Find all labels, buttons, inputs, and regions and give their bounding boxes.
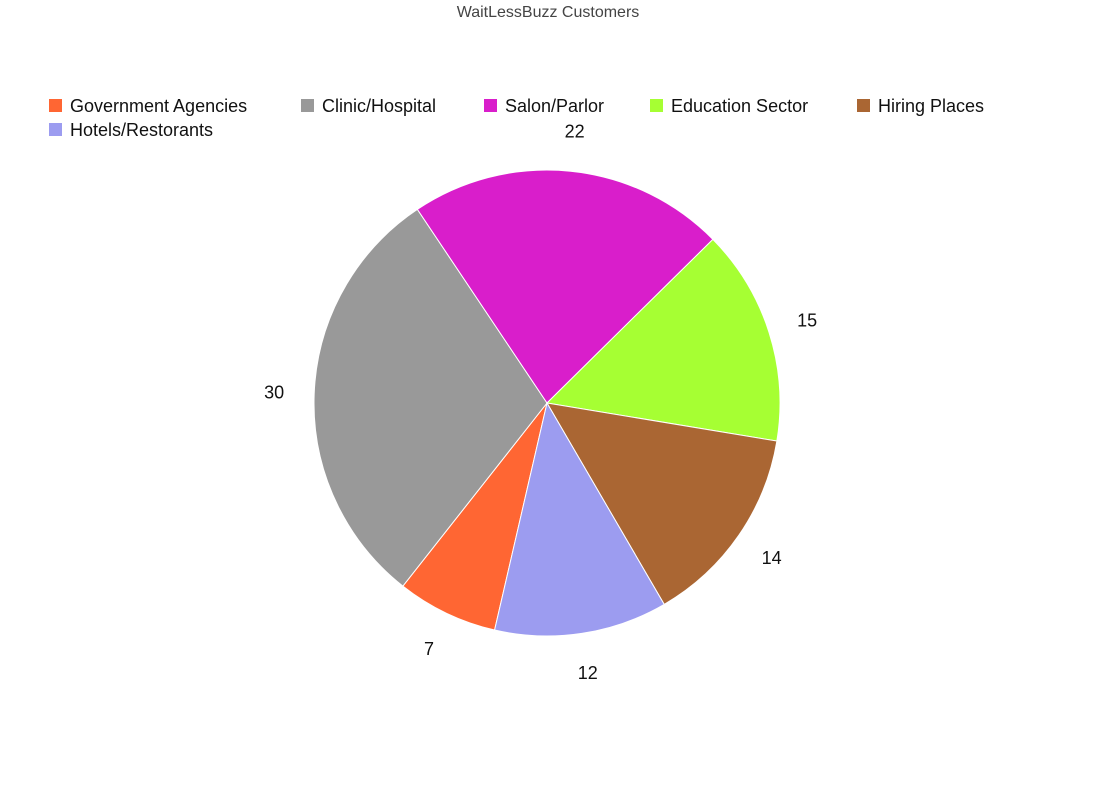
pie-slice-salon-parlor <box>416 169 714 404</box>
chart-title: WaitLessBuzz Customers <box>457 4 640 21</box>
legend-label-hotels-restorants: Hotels/Restorants <box>70 120 213 140</box>
legend-label-clinic-hospital: Clinic/Hospital <box>322 96 436 116</box>
data-label-hotels-restorants: 12 <box>578 663 598 683</box>
pie-slice-education-sector <box>545 238 781 442</box>
legend-item-education-sector: Education Sector <box>650 96 808 116</box>
legend-swatch-education-sector <box>650 99 663 112</box>
legend-label-education-sector: Education Sector <box>671 96 808 116</box>
legend-label-hiring-places: Hiring Places <box>878 96 984 116</box>
legend-label-government-agencies: Government Agencies <box>70 96 247 116</box>
legend-label-salon-parlor: Salon/Parlor <box>505 96 604 116</box>
data-labels: 7 30 22 15 14 12 <box>264 121 817 683</box>
legend: Government Agencies Clinic/Hospital Salon/… <box>49 96 984 140</box>
legend-item-government-agencies: Government Agencies <box>49 96 247 116</box>
legend-swatch-government-agencies <box>49 99 62 112</box>
legend-swatch-salon-parlor <box>484 99 497 112</box>
data-label-government-agencies: 7 <box>424 639 434 659</box>
legend-item-hiring-places: Hiring Places <box>857 96 984 116</box>
data-label-hiring-places: 14 <box>762 548 782 568</box>
pie-slice-government-agencies <box>402 402 548 631</box>
legend-swatch-hiring-places <box>857 99 870 112</box>
legend-item-salon-parlor: Salon/Parlor <box>484 96 604 116</box>
legend-item-hotels-restorants: Hotels/Restorants <box>49 120 213 140</box>
legend-swatch-clinic-hospital <box>301 99 314 112</box>
legend-item-clinic-hospital: Clinic/Hospital <box>301 96 436 116</box>
data-label-clinic-hospital: 30 <box>264 383 284 403</box>
pie-slice-clinic-hospital <box>313 208 548 587</box>
pie-slice-hotels-restorants <box>493 401 665 637</box>
pie-slice-hiring-places <box>546 402 778 606</box>
legend-swatch-hotels-restorants <box>49 123 62 136</box>
data-label-salon-parlor: 22 <box>565 121 585 141</box>
pie-slices <box>313 169 781 637</box>
data-label-education-sector: 15 <box>797 311 817 331</box>
